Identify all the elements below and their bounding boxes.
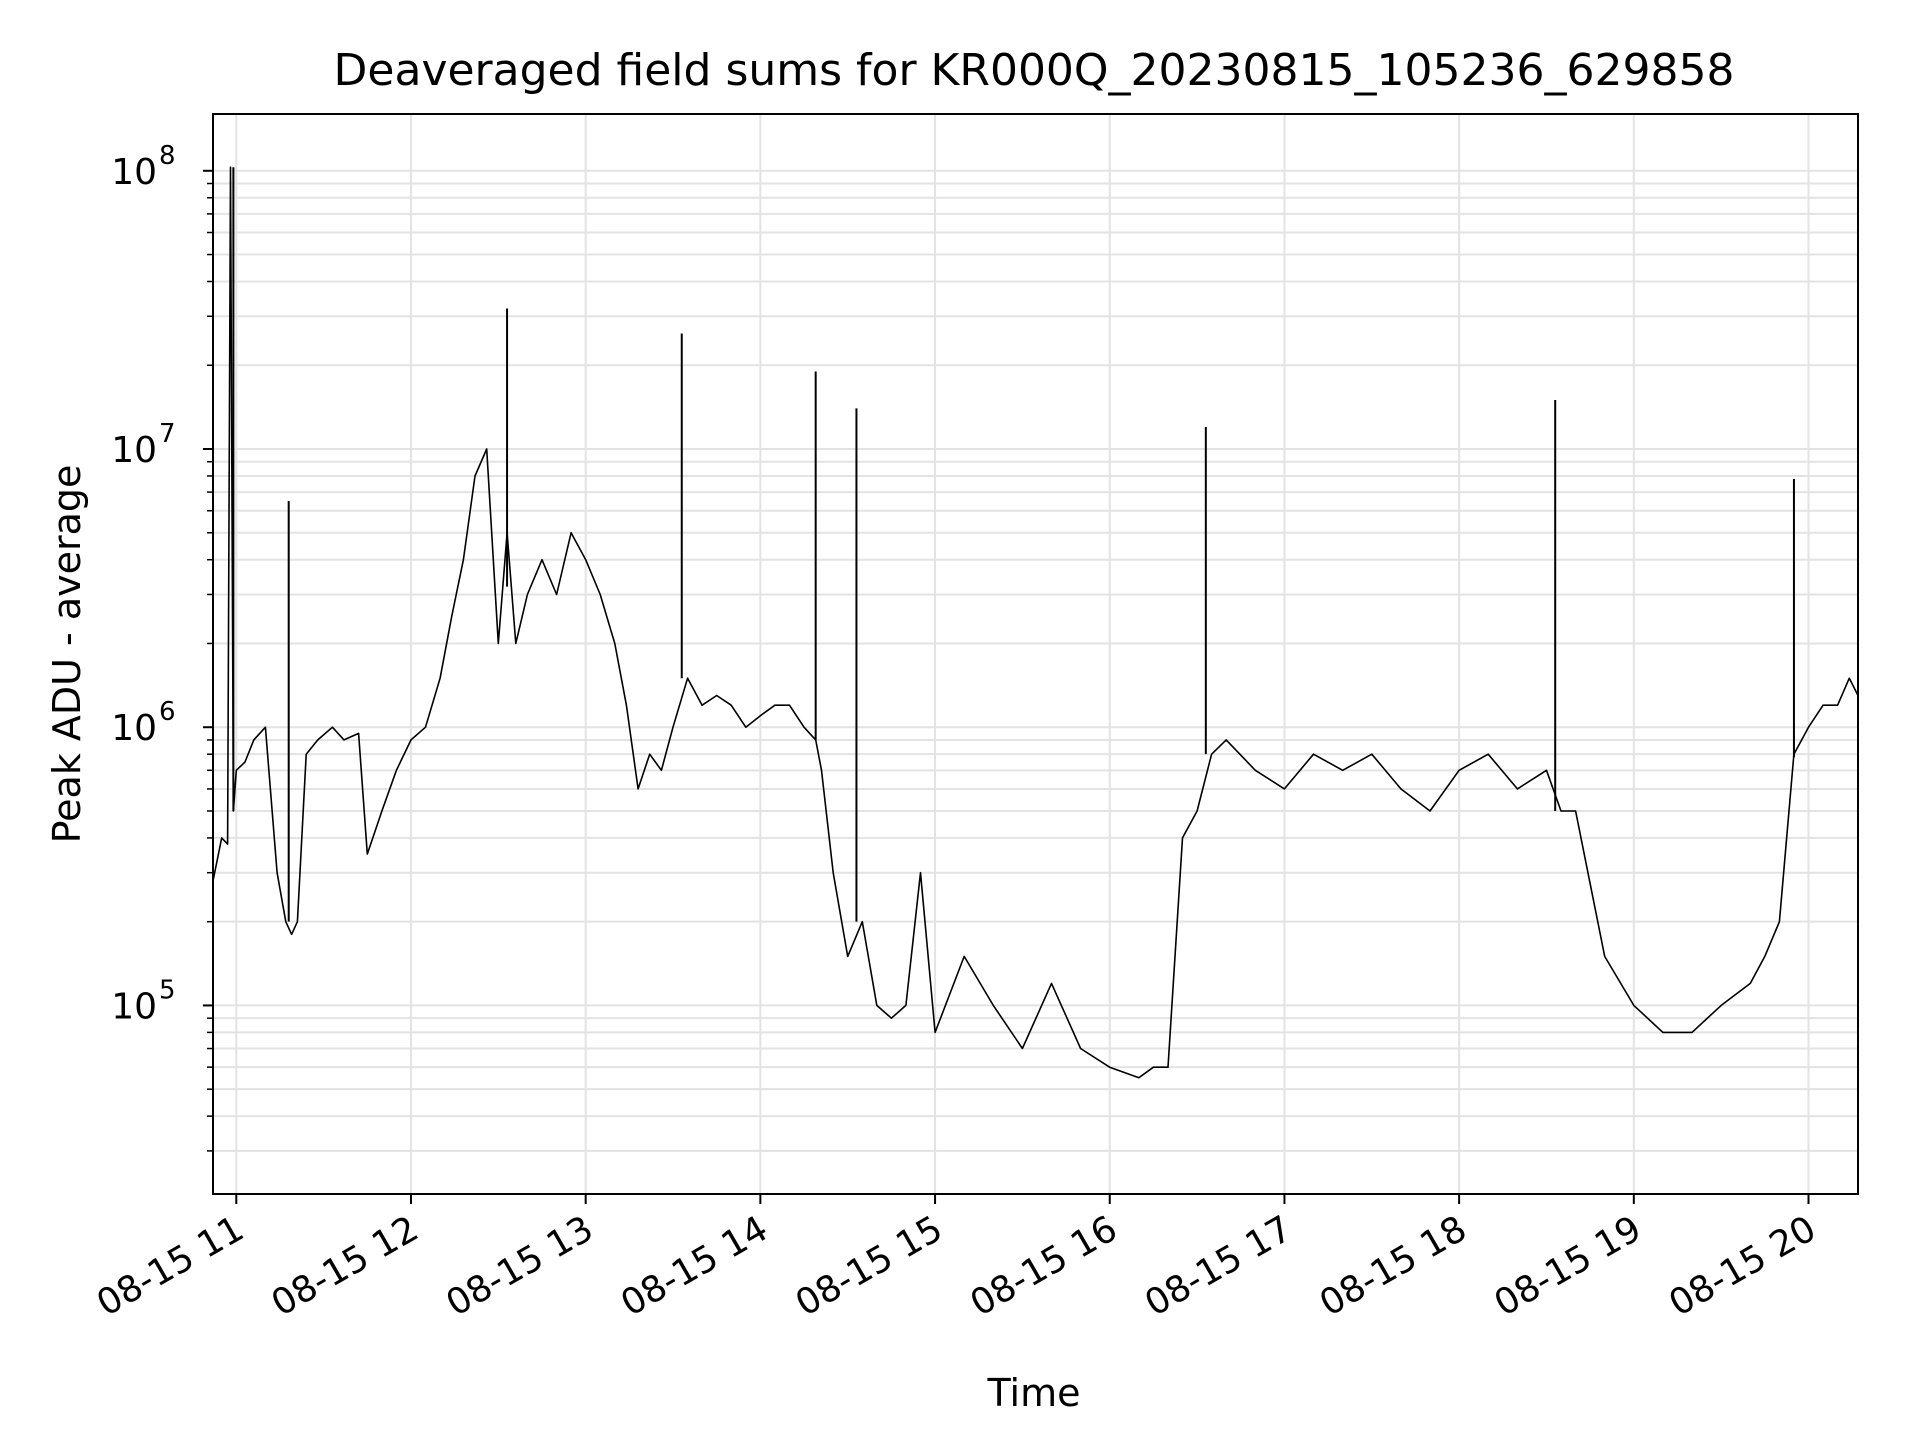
y-tick-exponent: 6 (159, 697, 176, 727)
chart-title: Deaveraged field sums for KR000Q_2023081… (334, 45, 1735, 96)
data-series (212, 166, 1859, 1079)
grid-lines (213, 114, 1858, 1194)
y-axis-label: Peak ADU - average (45, 465, 89, 844)
series-line (212, 166, 1859, 1079)
x-axis-label: Time (987, 1371, 1081, 1415)
y-tick-label: 10 (111, 152, 157, 193)
y-tick-exponent: 5 (159, 975, 176, 1005)
y-tick-exponent: 8 (159, 141, 176, 171)
plot-area-frame (212, 113, 1859, 1195)
y-tick-exponent: 7 (159, 419, 176, 449)
y-tick-label: 10 (111, 708, 157, 749)
y-tick-label: 10 (111, 986, 157, 1027)
y-tick-label: 10 (111, 430, 157, 471)
